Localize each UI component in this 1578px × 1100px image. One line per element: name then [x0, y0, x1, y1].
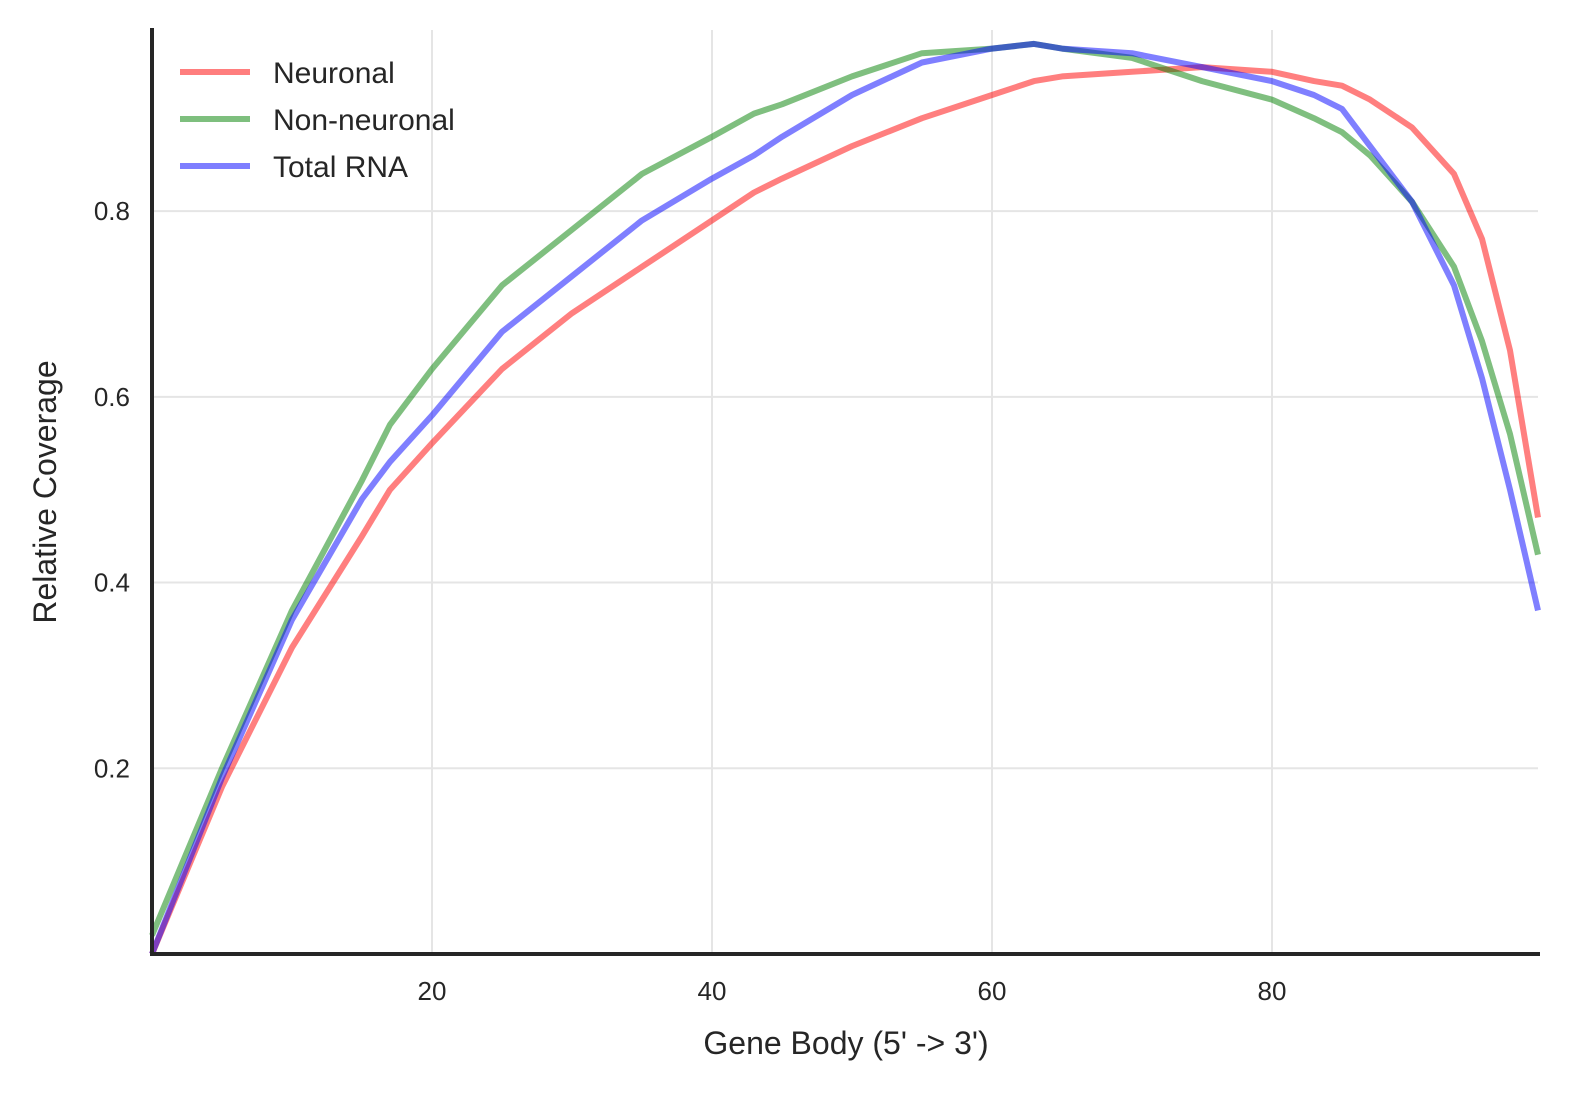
y-tick-label: 0.4 [94, 568, 130, 598]
legend-label-neuronal: Neuronal [273, 57, 395, 90]
y-tick-label: 0.6 [94, 382, 130, 412]
y-axis-label: Relative Coverage [27, 360, 63, 623]
x-tick-label: 40 [698, 976, 727, 1006]
axes [150, 28, 1540, 956]
x-tick-label: 20 [418, 976, 447, 1006]
y-tick-label: 0.8 [94, 196, 130, 226]
x-tick-label: 80 [1258, 976, 1287, 1006]
legend-label-total-rna: Total RNA [273, 151, 408, 184]
series-line-total-rna [149, 40, 1541, 956]
series-lines [149, 40, 1541, 956]
legend-label-non-neuronal: Non-neuronal [273, 104, 455, 137]
series-line-neuronal [149, 64, 1541, 956]
legend: Neuronal Non-neuronal Total RNA [180, 57, 455, 184]
y-tick-label: 0.2 [94, 753, 130, 783]
x-tick-label: 60 [978, 976, 1007, 1006]
x-axis-label: Gene Body (5' -> 3') [703, 1025, 988, 1061]
grid [152, 30, 1538, 954]
tick-labels: 20 40 60 80 0.2 0.4 0.6 0.8 [94, 196, 1287, 1006]
